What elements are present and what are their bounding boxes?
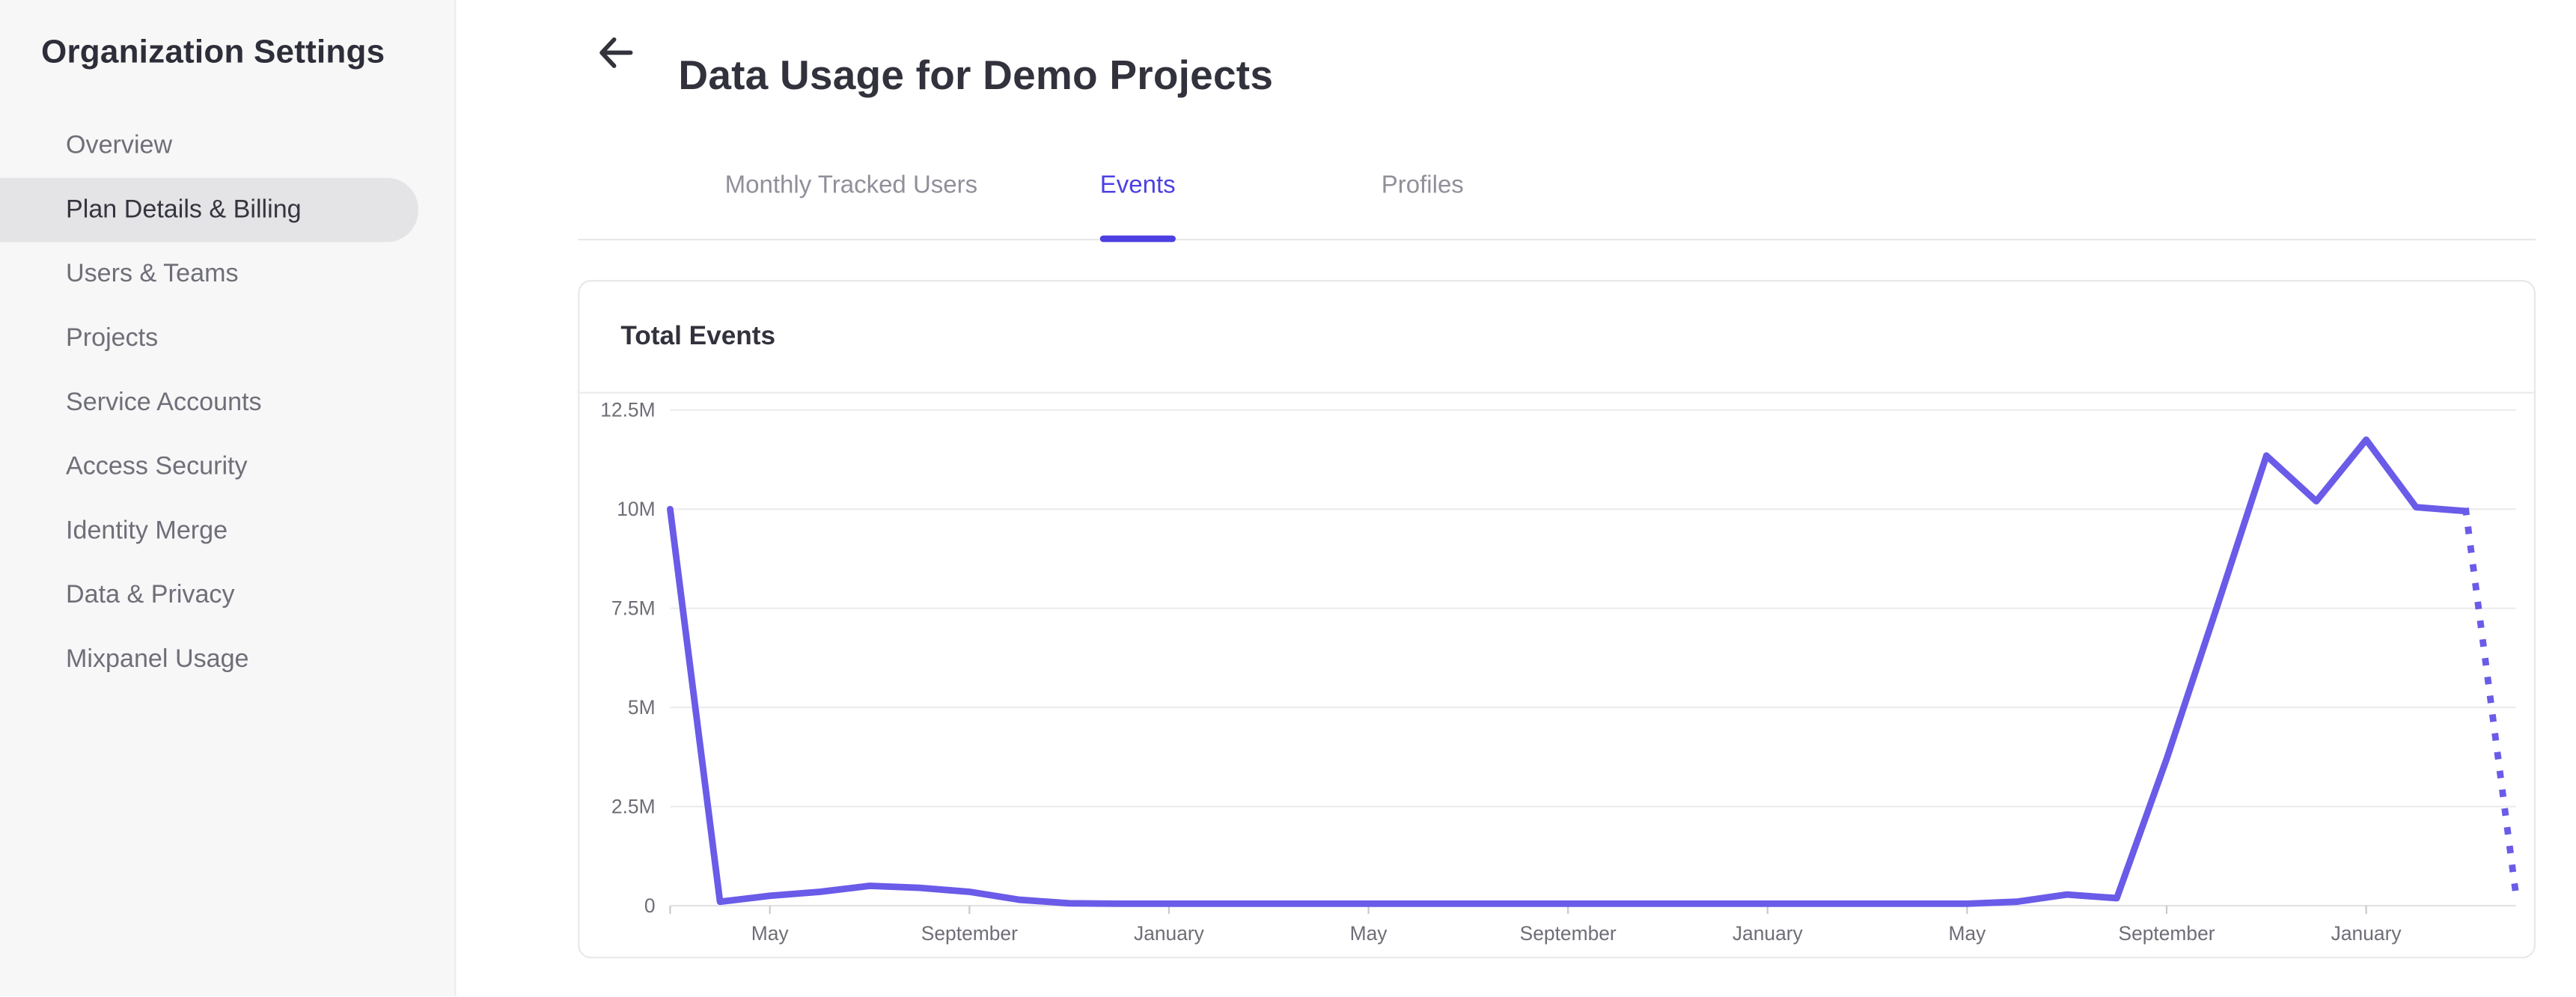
sidebar-nav: Overview Plan Details & Billing Users & … [0, 114, 454, 692]
sidebar-item-identity-merge[interactable]: Identity Merge [66, 516, 228, 545]
svg-text:January: January [2331, 922, 2402, 945]
svg-text:January: January [1733, 922, 1804, 945]
card-header: Total Events [579, 281, 2534, 394]
back-button[interactable] [594, 31, 637, 74]
svg-text:May: May [751, 922, 790, 945]
svg-text:May: May [1350, 922, 1388, 945]
svg-text:January: January [1134, 922, 1205, 945]
sidebar-item-mixpanel-usage[interactable]: Mixpanel Usage [66, 644, 249, 673]
left-arrow-icon [594, 37, 637, 79]
svg-text:12.5M: 12.5M [600, 399, 655, 421]
svg-text:5M: 5M [628, 696, 656, 719]
main-content: Data Usage for Demo Projects Monthly Tra… [456, 0, 2576, 996]
active-tab-underline [1099, 235, 1176, 243]
svg-text:2.5M: 2.5M [611, 795, 656, 817]
svg-text:0: 0 [644, 894, 656, 917]
svg-text:September: September [2118, 922, 2215, 945]
sidebar-item-projects[interactable]: Projects [66, 323, 159, 352]
total-events-card: Total Events 0 2.5M 5M 7.5M 10M 12.5M May Septe… [578, 280, 2536, 959]
sidebar-item-plan-details-billing[interactable]: Plan Details & Billing [0, 177, 418, 243]
sidebar-item-service-accounts[interactable]: Service Accounts [66, 388, 262, 416]
page-title: Data Usage for Demo Projects [678, 52, 1274, 99]
tab-events[interactable]: Events [1099, 171, 1176, 243]
svg-text:May: May [1948, 922, 1986, 945]
sidebar-item-users-teams[interactable]: Users & Teams [66, 259, 239, 287]
tab-monthly-tracked-users[interactable]: Monthly Tracked Users [724, 171, 978, 200]
sidebar-item-access-security[interactable]: Access Security [66, 451, 248, 481]
tab-profiles[interactable]: Profiles [1381, 171, 1464, 200]
svg-text:10M: 10M [617, 498, 655, 520]
svg-text:7.5M: 7.5M [611, 597, 656, 619]
svg-text:September: September [921, 922, 1018, 945]
card-title: Total Events [620, 322, 776, 350]
tab-bar: Monthly Tracked Users Events Profiles [578, 158, 2536, 243]
total-events-chart: 0 2.5M 5M 7.5M 10M 12.5M May September January Ma… [600, 399, 2520, 945]
sidebar-title: Organization Settings [41, 34, 385, 71]
chart-area: 0 2.5M 5M 7.5M 10M 12.5M May September January Ma… [579, 394, 2533, 957]
sidebar-item-overview[interactable]: Overview [66, 130, 173, 159]
sidebar-item-data-privacy[interactable]: Data & Privacy [66, 580, 235, 609]
tab-events-label: Events [1099, 171, 1176, 200]
sidebar: Organization Settings Overview Plan Deta… [0, 0, 457, 996]
svg-text:September: September [1520, 922, 1617, 945]
